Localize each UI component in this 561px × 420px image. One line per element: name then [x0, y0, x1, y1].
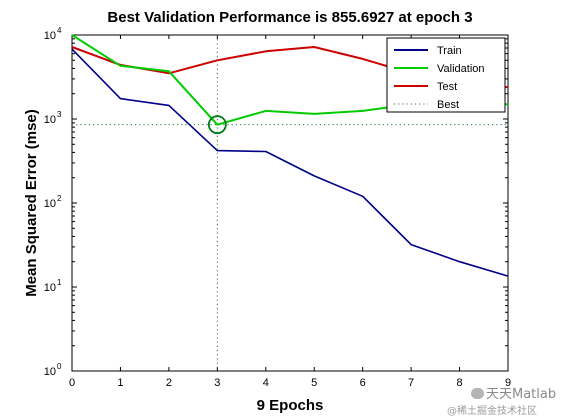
y-tick-exponent: 4 — [57, 26, 62, 35]
legend-label-test: Test — [437, 81, 457, 93]
y-tick-label: 10 — [44, 30, 56, 42]
legend-label-validation: Validation — [437, 63, 485, 75]
watermark-site: @稀土掘金技术社区 — [447, 406, 537, 417]
x-tick-label: 3 — [214, 377, 220, 389]
x-tick-label: 9 — [505, 377, 511, 389]
legend-label-train: Train — [437, 45, 462, 57]
x-tick-label: 8 — [456, 377, 462, 389]
x-tick-label: 0 — [69, 377, 75, 389]
wechat-icon — [471, 388, 484, 399]
y-tick-label: 10 — [44, 114, 56, 126]
x-axis-label: 9 Epochs — [257, 397, 324, 414]
best-point-circle — [207, 115, 227, 135]
best-marker — [207, 115, 227, 135]
watermark-brand: 天天Matlab — [471, 383, 556, 402]
x-tick-label: 6 — [360, 377, 366, 389]
x-tick-label: 7 — [408, 377, 414, 389]
y-tick-label: 10 — [44, 366, 56, 378]
x-tick-label: 5 — [311, 377, 317, 389]
legend: Train Validation Test Best — [386, 37, 506, 113]
y-tick-exponent: 3 — [57, 110, 62, 119]
x-tick-label: 4 — [263, 377, 269, 389]
y-tick-label: 10 — [44, 198, 56, 210]
best-guides — [72, 35, 508, 371]
watermark-brand-text: 天天Matlab — [486, 387, 557, 402]
y-tick-label: 10 — [44, 282, 56, 294]
y-tick-exponent: 2 — [57, 194, 62, 203]
legend-label-best: Best — [437, 99, 459, 111]
series-line-train — [71, 48, 509, 277]
chart-title: Best Validation Performance is 855.6927 … — [107, 9, 472, 26]
y-tick-exponent: 0 — [57, 362, 62, 371]
y-tick-exponent: 1 — [57, 278, 62, 287]
y-axis-label: Mean Squared Error (mse) — [23, 109, 40, 297]
x-tick-label: 2 — [166, 377, 172, 389]
x-tick-label: 1 — [117, 377, 123, 389]
